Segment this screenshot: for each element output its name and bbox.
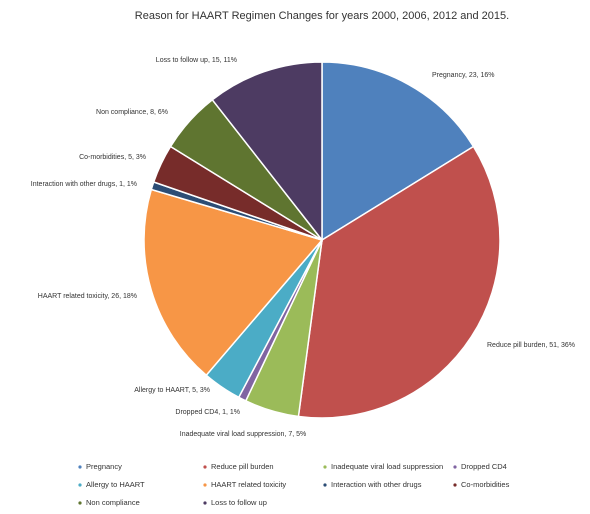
chart-title: Reason for HAART Regimen Changes for yea… [135,10,509,22]
legend-label: Interaction with other drugs [331,480,422,489]
data-label: Dropped CD4, 1, 1% [175,409,240,416]
legend-marker [78,465,82,469]
legend-label: Non compliance [86,498,140,507]
pie-slice [211,61,323,243]
pie-slice [143,188,324,377]
data-label: Co-morbidities, 5, 3% [79,154,146,161]
legend-marker [203,465,207,469]
data-label: Allergy to HAART, 5, 3% [134,387,210,394]
data-label: Reduce pill burden, 51, 36% [487,342,575,349]
data-label: Non compliance, 8, 6% [96,109,168,116]
legend-label: Loss to follow up [211,498,267,507]
data-label: Pregnancy, 23, 16% [432,72,495,79]
legend-label: Co-morbidities [461,480,510,489]
legend-label: Inadequate viral load suppression [331,462,443,471]
data-label: HAART related toxicity, 26, 18% [38,293,137,300]
legend-marker [453,465,457,469]
legend-marker [203,501,207,505]
pie-slice [321,61,475,242]
legend-label: Dropped CD4 [461,462,507,471]
legend-label: Reduce pill burden [211,462,274,471]
legend-marker [78,501,82,505]
data-label: Inadequate viral load suppression, 7, 5% [180,431,306,438]
legend-marker [78,483,82,487]
pie-slice [297,145,501,419]
legend-label: HAART related toxicity [211,480,286,489]
legend-marker [323,465,327,469]
legend-marker [323,483,327,487]
data-label: Loss to follow up, 15, 11% [156,57,237,64]
data-label: Interaction with other drugs, 1, 1% [31,181,137,188]
legend-label: Allergy to HAART [86,480,145,489]
legend-label: Pregnancy [86,462,122,471]
legend-marker [453,483,457,487]
legend-marker [203,483,207,487]
